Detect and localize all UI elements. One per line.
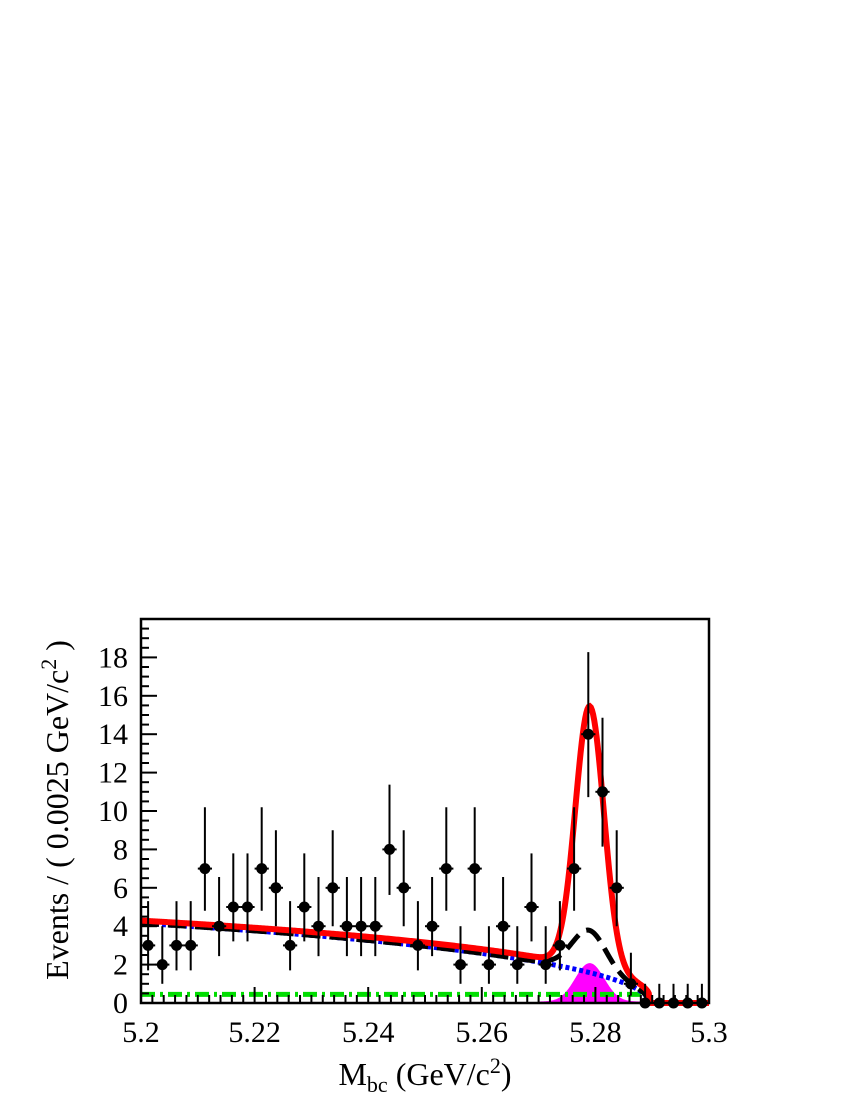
data-marker <box>355 920 367 932</box>
data-marker <box>582 728 594 740</box>
peaking-background-area <box>538 963 642 1004</box>
data-point <box>339 877 354 957</box>
y-tick-label: 12 <box>98 757 128 790</box>
data-point <box>311 877 326 957</box>
data-marker <box>455 959 466 971</box>
data-point <box>510 926 525 984</box>
data-marker <box>270 882 282 894</box>
flat-background-curve <box>141 991 709 1006</box>
data-marker <box>554 939 566 951</box>
data-marker <box>483 959 495 971</box>
data-marker <box>412 939 424 951</box>
data-point <box>666 983 681 1009</box>
data-marker <box>526 901 537 913</box>
data-point <box>368 877 383 957</box>
data-marker <box>171 939 182 951</box>
data-marker <box>327 882 339 894</box>
data-marker <box>440 863 452 875</box>
data-point <box>467 807 482 911</box>
x-tick-label: 5.2 <box>122 1016 160 1049</box>
data-point <box>226 853 241 942</box>
data-marker <box>156 959 168 971</box>
data-marker <box>313 920 324 932</box>
x-tick-label: 5.26 <box>456 1016 509 1049</box>
data-point <box>481 926 496 984</box>
data-point <box>680 983 695 1009</box>
data-point <box>297 853 312 942</box>
x-tick-label: 5.28 <box>569 1016 622 1049</box>
data-marker <box>497 920 509 932</box>
data-marker <box>384 843 395 855</box>
data-marker <box>625 978 637 990</box>
data-point <box>283 901 298 971</box>
data-point <box>155 926 170 984</box>
y-tick-label: 0 <box>113 987 128 1020</box>
data-point <box>240 853 255 942</box>
x-tick-label: 5.24 <box>342 1016 395 1049</box>
data-marker <box>568 863 580 875</box>
data-point <box>453 926 468 984</box>
y-tick-label: 14 <box>98 718 128 751</box>
data-point <box>538 926 553 984</box>
peaking-component-fill <box>538 963 642 1004</box>
data-point <box>325 830 340 927</box>
data-marker <box>213 920 225 932</box>
data-point <box>581 652 596 798</box>
data-point <box>396 830 411 927</box>
data-point <box>552 901 567 971</box>
data-point <box>254 807 269 911</box>
data-marker <box>540 959 552 971</box>
data-point <box>169 901 184 971</box>
data-point <box>595 717 610 847</box>
axis-ticks: 5.2 5.22 5.24 5.26 5.28 5.3 0 2 4 6 8 10 12 14 16 18 <box>98 627 728 1049</box>
data-marker <box>597 786 608 798</box>
y-axis-title: Events / ( 0.0025 GeV/c2 ) <box>36 640 75 980</box>
data-marker <box>426 920 438 932</box>
data-point <box>439 807 454 911</box>
fit-curves <box>140 702 709 1006</box>
y-tick-label: 4 <box>113 910 128 943</box>
data-marker <box>341 920 353 932</box>
data-marker <box>611 882 623 894</box>
data-marker <box>511 959 523 971</box>
x-tick-label: 5.22 <box>228 1016 281 1049</box>
data-point <box>268 830 283 927</box>
data-marker <box>469 863 481 875</box>
data-point <box>382 784 397 895</box>
total-fit-curve <box>140 702 709 1006</box>
data-point <box>212 877 227 957</box>
x-tick-label: 5.3 <box>690 1016 728 1049</box>
y-tick-label: 16 <box>98 680 128 713</box>
data-point <box>425 877 440 957</box>
data-point <box>197 807 212 911</box>
y-tick-label: 10 <box>98 795 128 828</box>
data-point <box>567 807 582 911</box>
data-point <box>410 901 425 971</box>
data-point <box>496 877 511 957</box>
y-tick-label: 6 <box>113 872 128 905</box>
data-marker <box>284 939 296 951</box>
x-axis-title: Mbc (GeV/c2) <box>338 1053 511 1097</box>
y-tick-label: 18 <box>98 641 128 674</box>
data-point <box>354 877 369 957</box>
data-marker <box>227 901 239 913</box>
data-marker <box>398 882 410 894</box>
data-marker <box>256 863 268 875</box>
data-point <box>623 952 638 996</box>
y-tick-label: 8 <box>113 833 128 866</box>
data-point <box>609 830 624 927</box>
data-point <box>524 853 539 942</box>
data-point <box>183 901 198 971</box>
y-tick-label: 2 <box>113 949 128 982</box>
data-marker <box>298 901 310 913</box>
data-marker <box>369 920 381 932</box>
data-marker <box>185 939 197 951</box>
data-marker <box>199 863 211 875</box>
data-marker <box>242 901 253 913</box>
